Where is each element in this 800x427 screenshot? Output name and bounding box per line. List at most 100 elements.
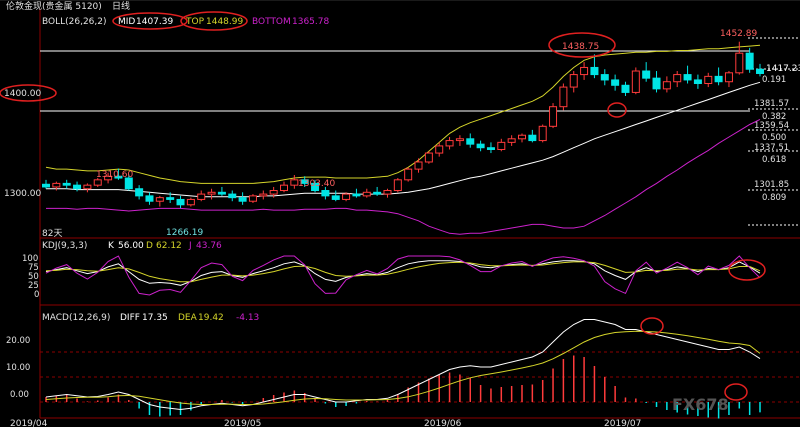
candle-body <box>404 168 413 181</box>
candle-body <box>373 191 382 195</box>
candle-body <box>321 190 330 197</box>
candle-body <box>238 197 247 202</box>
boll-label: BOLL(26,26,2) <box>42 17 107 27</box>
fib-levels: 0.191 1381.57 0.382 1359.54 0.500 1337.5… <box>748 37 800 226</box>
dea-value: 19.42 <box>198 313 224 323</box>
fib-ratio-3: 0.618 <box>762 155 786 165</box>
macd-value: -4.13 <box>236 313 259 323</box>
top-highlight-circle <box>180 11 248 31</box>
x-tick-may: 2019/05 <box>224 419 261 427</box>
candle-body <box>518 134 526 140</box>
days-label: 82天 <box>42 229 62 239</box>
macd-cross-circle <box>640 317 664 335</box>
candle-body <box>549 106 558 127</box>
candle-body <box>580 66 589 76</box>
candle-body <box>352 193 361 197</box>
candle-body <box>362 191 371 197</box>
candle-body <box>693 79 702 85</box>
candle-body <box>662 81 671 90</box>
candle-body <box>445 140 454 147</box>
low-circle <box>607 102 627 118</box>
macd-tick-0: 0.00 <box>10 390 29 400</box>
kdj-lines <box>45 255 761 296</box>
kdj-d-line <box>45 261 761 283</box>
fib-price-1: 1381.57 <box>754 99 789 109</box>
price-tick-1300: 1300.00 <box>4 189 41 199</box>
kdj-label: KDJ(9,3,3) <box>42 241 87 251</box>
kdj-legend: KDJ(9,3,3) K 56.00 D 62.12 J 43.76 <box>42 241 222 251</box>
candle-body <box>135 188 144 197</box>
window-title: 伦敦金现(贵金属 5120) <box>6 0 102 12</box>
j-label: J <box>188 241 192 251</box>
candle-body <box>642 70 651 79</box>
mid-highlight-circle <box>112 12 188 30</box>
boll-top-line <box>45 44 761 184</box>
candle-body <box>228 193 237 199</box>
x-axis: 2019/04 2019/05 2019/06 2019/07 <box>10 419 641 427</box>
candle-body <box>62 182 71 186</box>
fib-ratio-4: 0.809 <box>762 193 786 203</box>
candle-body <box>652 77 661 90</box>
candle-body <box>186 198 195 206</box>
candle-body <box>756 68 764 74</box>
macd-dea-line <box>45 330 761 405</box>
boll-bands <box>45 44 761 235</box>
macd-label: MACD(12,26,9) <box>42 313 110 323</box>
annotation-high-3: 1438.75 <box>562 42 599 52</box>
candle-body <box>197 193 206 200</box>
candle-body <box>569 74 578 88</box>
macd-hist-circle <box>724 383 748 401</box>
candle-body <box>155 197 164 202</box>
mid-label: MID <box>118 17 135 27</box>
kdj-tick-25: 25 <box>28 281 39 291</box>
candle-body <box>621 84 630 93</box>
candle-body <box>735 52 744 74</box>
kdj-circle <box>728 259 766 281</box>
fib-price-2: 1359.54 <box>754 121 789 131</box>
candle-body <box>714 75 723 83</box>
x-tick-jun: 2019/06 <box>424 419 462 427</box>
candle-body <box>631 70 640 93</box>
candle-body <box>600 74 609 81</box>
dea-label: DEA <box>178 313 198 323</box>
mid-value: 1407.39 <box>136 17 173 27</box>
diff-value: 17.35 <box>142 313 168 323</box>
fib-ratio-0191: 0.191 <box>762 75 786 85</box>
candle-body <box>124 177 133 190</box>
candle-body <box>207 191 216 195</box>
candle-body <box>383 190 392 195</box>
k-label: K <box>108 241 115 251</box>
kdj-tick-100: 100 <box>22 254 38 264</box>
kdj-tick-50: 50 <box>28 272 39 282</box>
candle-body <box>538 125 547 142</box>
j-value: 43.76 <box>196 241 222 251</box>
candle-body <box>114 175 123 179</box>
candle-body <box>342 193 351 200</box>
candle-body <box>455 138 464 142</box>
x-tick-jul: 2019/07 <box>604 419 641 427</box>
candle-body <box>683 74 692 81</box>
candle-body <box>248 195 257 202</box>
top-value: 1448.99 <box>206 17 243 27</box>
candle-body <box>166 197 175 200</box>
candle-body <box>424 152 433 163</box>
bottom-value: 1365.78 <box>292 17 329 27</box>
candle-body <box>331 195 340 200</box>
candle-body <box>486 147 495 150</box>
watermark: FX678 <box>672 395 729 414</box>
candle-body <box>476 143 485 149</box>
boll-bottom-line <box>46 118 761 235</box>
boll-legend: BOLL(26,26,2) MID 1407.39 TOP 1448.99 BO… <box>42 17 329 27</box>
candle-body <box>559 86 568 108</box>
candle-body <box>259 193 268 197</box>
candle-body <box>673 74 682 83</box>
high-3-circle <box>548 32 616 58</box>
kdj-axis: 100 75 50 25 0 <box>22 254 39 300</box>
candle-body <box>414 161 423 170</box>
candle-body <box>311 182 320 192</box>
candle-body <box>300 179 309 184</box>
macd-diff-line <box>45 319 761 411</box>
candle-body <box>466 138 475 145</box>
fib-price-4: 1301.85 <box>754 180 789 190</box>
